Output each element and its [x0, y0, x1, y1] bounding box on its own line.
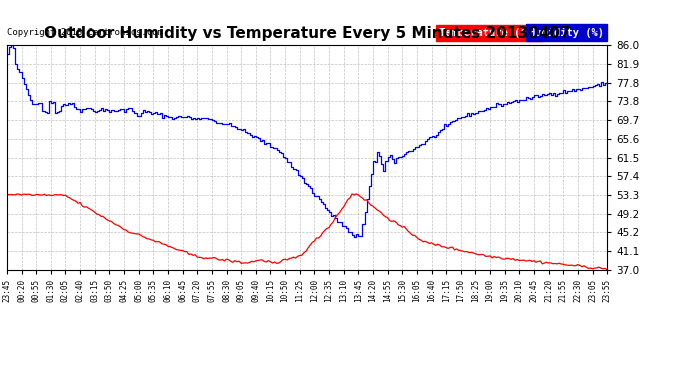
Title: Outdoor Humidity vs Temperature Every 5 Minutes 20130407: Outdoor Humidity vs Temperature Every 5 … [43, 26, 571, 41]
Text: Temperature (°F): Temperature (°F) [439, 28, 539, 38]
Text: Humidity (%): Humidity (%) [529, 28, 604, 38]
Text: Copyright 2013 Cartronics.com: Copyright 2013 Cartronics.com [7, 28, 163, 37]
